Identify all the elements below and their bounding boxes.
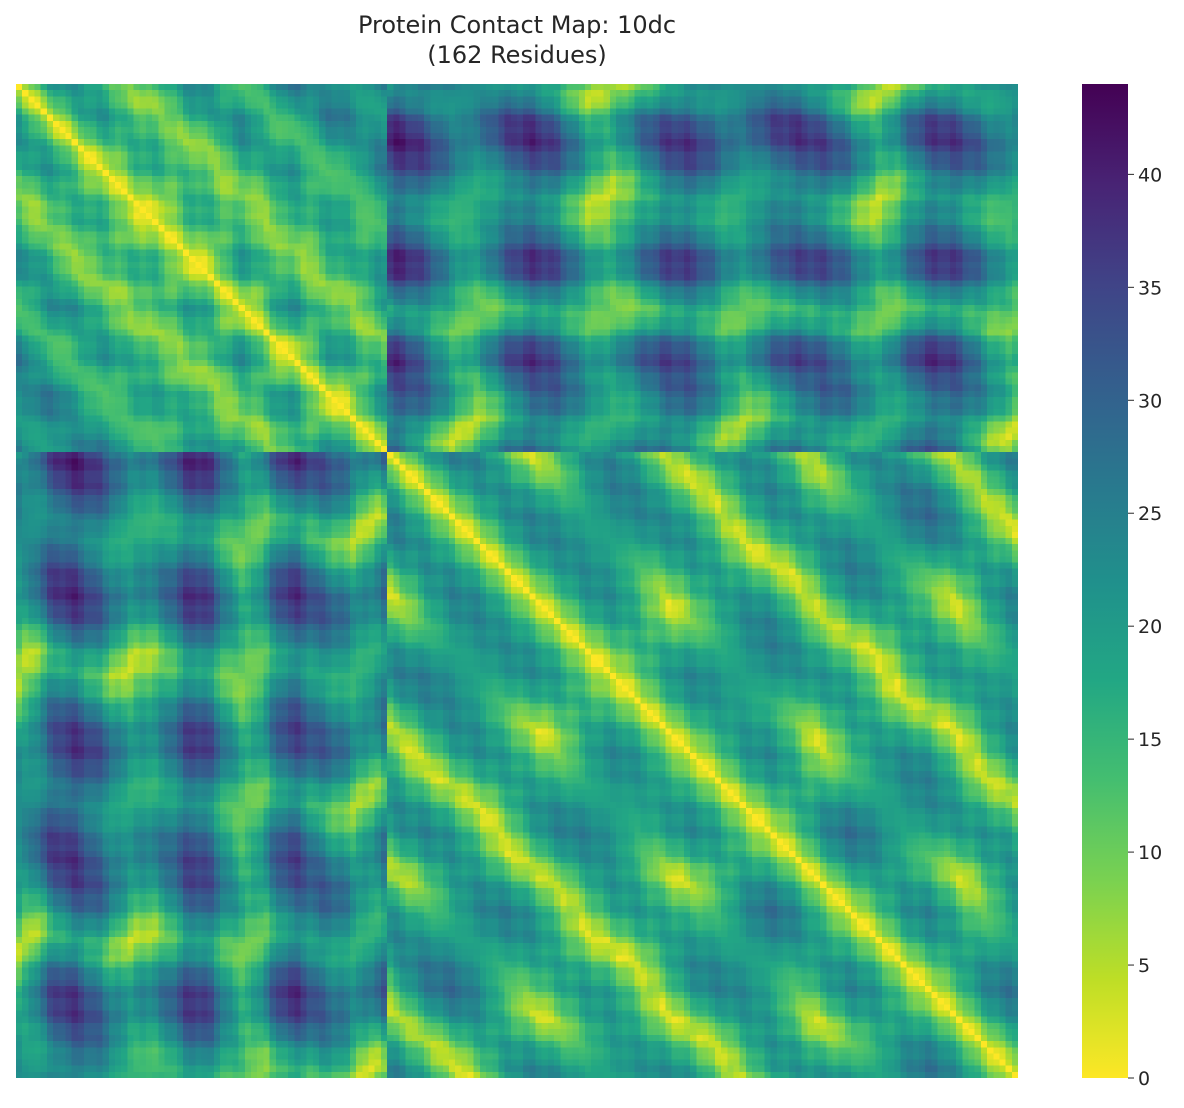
colorbar-ticks: 0 5 10 15 20 25 30 35 40	[1128, 164, 1162, 1090]
chart-title: Protein Contact Map: 10dc (162 Residues)	[16, 10, 1018, 70]
title-line: Protein Contact Map: 10dc	[357, 11, 677, 39]
colorbar-tick-label: 40	[1138, 164, 1162, 186]
colorbar-tick-label: 20	[1138, 616, 1162, 638]
colorbar-tick-label: 30	[1138, 390, 1162, 412]
colorbar-tick-label: 25	[1138, 503, 1162, 525]
colorbar-tick-label: 35	[1138, 277, 1162, 299]
colorbar-tick-label: 0	[1138, 1068, 1150, 1090]
colorbar-tick-label: 5	[1138, 955, 1150, 977]
subtitle-line: (162 Residues)	[427, 41, 607, 69]
colorbar-gradient	[1082, 84, 1128, 1078]
colorbar-tick-label: 10	[1138, 842, 1162, 864]
contact-map-heatmap	[16, 84, 1018, 1078]
colorbar: 0 5 10 15 20 25 30 35 40	[1082, 84, 1162, 1090]
colorbar-tick-label: 15	[1138, 729, 1162, 751]
